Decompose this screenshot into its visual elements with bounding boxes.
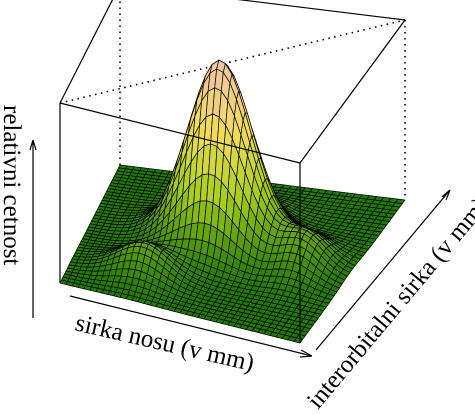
surface-mesh (59, 59, 406, 344)
box-edge (59, 0, 114, 104)
z-axis-label: relativni cetnost (0, 105, 25, 265)
z-axis-arrow (29, 139, 37, 318)
x-axis-arrow (69, 295, 313, 358)
box-edge (299, 19, 406, 164)
box-edge (237, 0, 406, 21)
box-front-edges (59, 19, 406, 343)
y-axis-arrow (315, 189, 451, 351)
box-edge (59, 102, 301, 164)
axis-arrows (29, 139, 451, 358)
box-back-edges (59, 0, 406, 200)
